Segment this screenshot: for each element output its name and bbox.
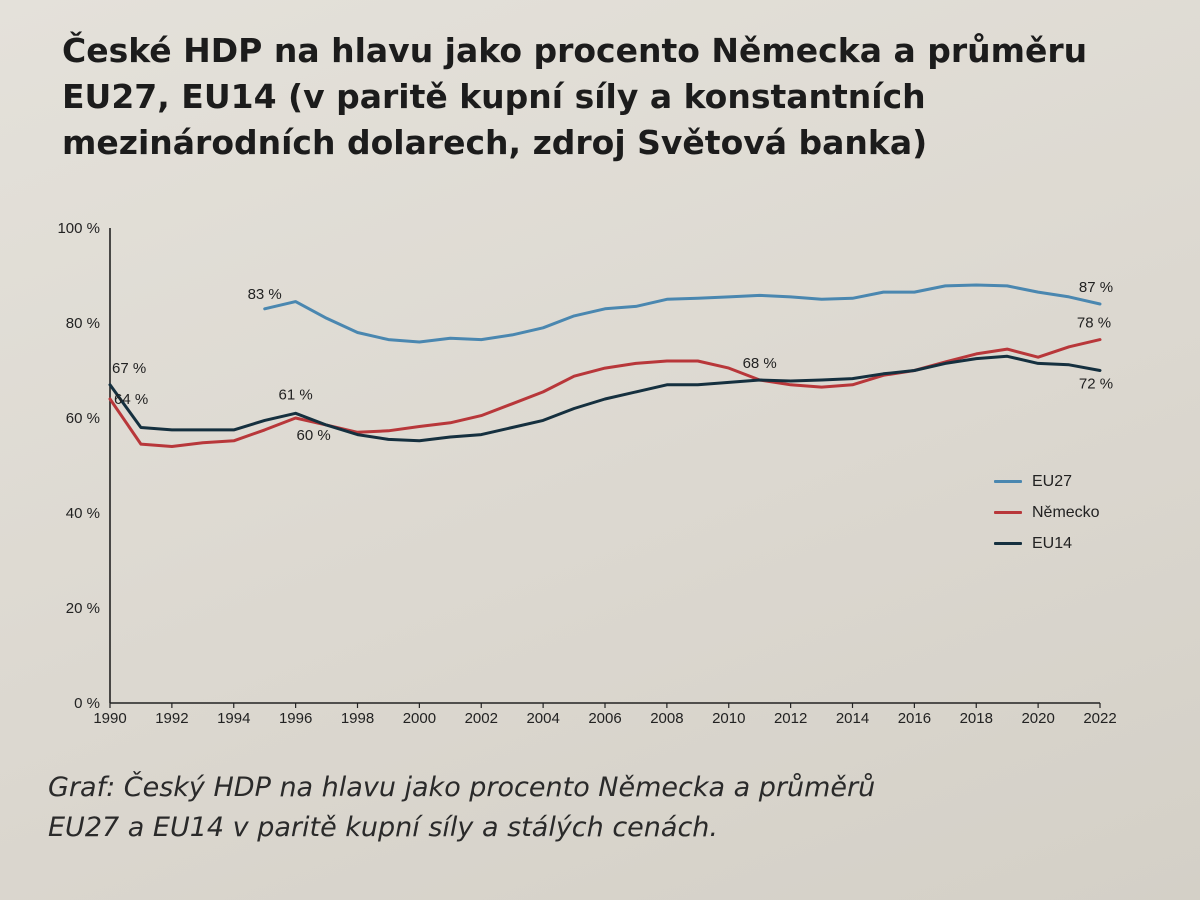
legend-label-eu27: EU27 — [1032, 472, 1073, 490]
caption-line-1: Graf: Český HDP na hlavu jako procento N… — [48, 772, 876, 803]
series-line-n-mecko — [108, 338, 1102, 448]
title-line-3: mezinárodních dolarech, zdroj Světová ba… — [62, 123, 928, 162]
legend-swatch-nemecko — [994, 511, 1022, 514]
x-tick-label: 2012 — [774, 710, 807, 727]
legend-swatch-eu27 — [994, 480, 1022, 483]
x-tick-label: 1996 — [279, 710, 312, 727]
x-tick-label: 2002 — [465, 710, 498, 727]
x-tick-label: 2020 — [1021, 710, 1054, 727]
x-tick-label: 1994 — [217, 710, 250, 727]
y-tick-label: 40 % — [66, 505, 100, 522]
x-tick-label: 2018 — [960, 710, 993, 727]
data-label: 60 % — [297, 427, 331, 444]
legend-label-nemecko: Německo — [1032, 503, 1100, 521]
title-line-2: EU27, EU14 (v paritě kupní síly a konsta… — [62, 77, 926, 116]
x-tick-label: 1992 — [155, 710, 188, 727]
x-tick-label: 2004 — [526, 710, 559, 727]
legend-label-eu14: EU14 — [1032, 534, 1073, 552]
chart-title: České HDP na hlavu jako procento Německa… — [62, 28, 1162, 166]
x-tick-label: 2014 — [836, 710, 869, 727]
data-label: 83 % — [248, 286, 282, 303]
figure-caption: Graf: Český HDP na hlavu jako procento N… — [48, 768, 1148, 848]
y-tick-label: 60 % — [66, 410, 100, 427]
data-label: 78 % — [1077, 315, 1111, 332]
series-line-eu27 — [263, 283, 1102, 344]
y-tick-label: 0 % — [74, 695, 100, 712]
y-tick-label: 80 % — [66, 315, 100, 332]
series-line-eu14 — [108, 354, 1102, 443]
data-label: 64 % — [114, 391, 148, 408]
y-tick-label: 100 % — [57, 220, 100, 237]
x-tick-label: 2022 — [1083, 710, 1116, 727]
x-tick-label: 2006 — [588, 710, 621, 727]
legend-item-nemecko: Německo — [994, 497, 1100, 528]
line-chart: 0 % 20 % 40 % 60 % 80 % 100 % 1990 1992 1994 1996… — [57, 220, 1116, 727]
y-tick-label: 20 % — [66, 600, 100, 617]
data-label: 87 % — [1079, 279, 1113, 296]
legend-item-eu27: EU27 — [994, 466, 1100, 497]
x-tick-label: 2010 — [712, 710, 745, 727]
legend-swatch-eu14 — [994, 542, 1022, 545]
data-label: 61 % — [279, 386, 313, 403]
data-label: 68 % — [743, 355, 777, 372]
chart-legend: EU27 Německo EU14 — [994, 466, 1100, 559]
data-label: 67 % — [112, 360, 146, 377]
x-tick-label: 1990 — [93, 710, 126, 727]
data-label: 72 % — [1079, 376, 1113, 393]
x-tick-label: 2008 — [650, 710, 683, 727]
x-tick-label: 1998 — [341, 710, 374, 727]
x-tick-label: 2000 — [403, 710, 436, 727]
title-line-1: České HDP na hlavu jako procento Německa… — [62, 31, 1088, 70]
x-tick-label: 2016 — [898, 710, 931, 727]
caption-line-2: EU27 a EU14 v paritě kupní síly a stálýc… — [48, 812, 718, 843]
legend-item-eu14: EU14 — [994, 528, 1100, 559]
